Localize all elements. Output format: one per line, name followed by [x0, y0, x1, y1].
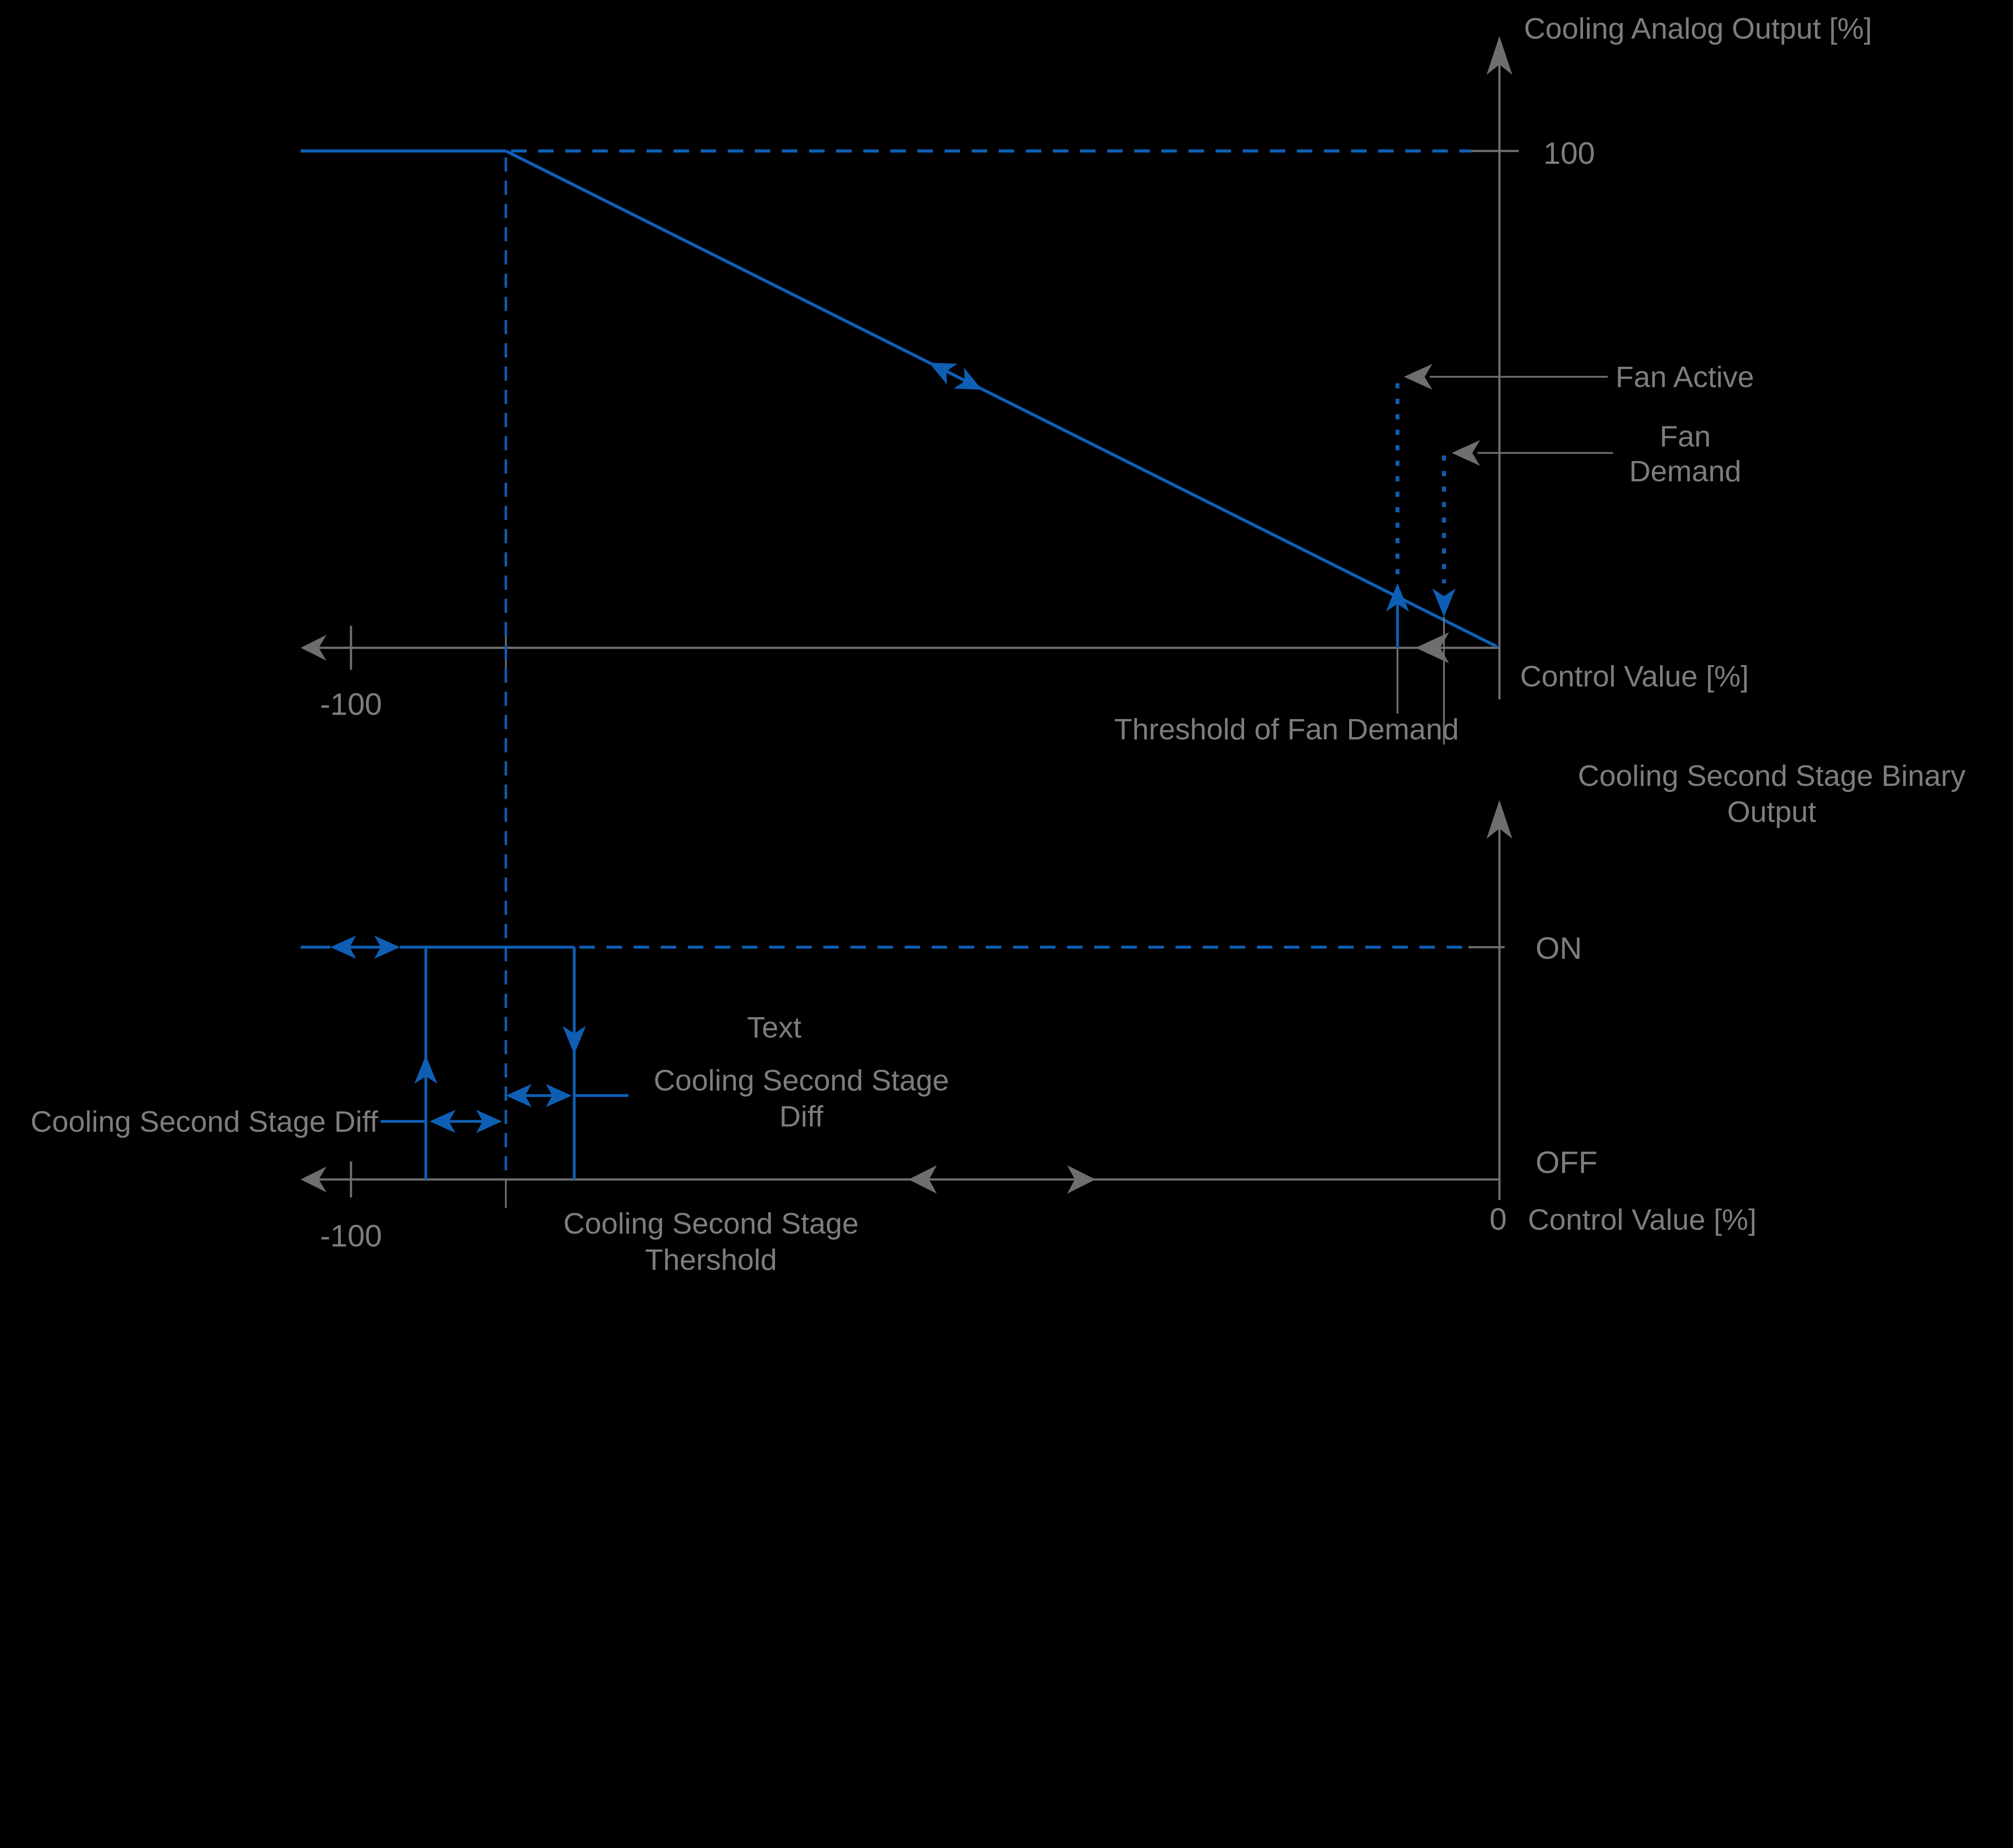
diff-center-label-line2: Diff	[779, 1100, 824, 1133]
bottom-tick-zero-label: 0	[1490, 1202, 1507, 1236]
top-tick-minus100-label: -100	[320, 687, 382, 722]
axis-arrow-left-near-origin-icon	[1416, 632, 1449, 664]
bottom-y-axis-title-line1: Cooling Second Stage Binary	[1578, 759, 1965, 792]
bottom-tick-minus100-label: -100	[320, 1219, 382, 1253]
fan-active-label: Fan Active	[1616, 360, 1754, 394]
diff-left-arrow-left-icon	[430, 1110, 456, 1133]
on-line-measure-arrow-right-icon	[374, 935, 400, 959]
diff-center-label-line1: Cooling Second Stage	[654, 1063, 949, 1097]
fan-active-label-arrow-icon	[1404, 364, 1432, 390]
ramp-arrowhead-upleft-icon	[929, 362, 957, 385]
fan-demand-label-line1: Fan	[1660, 420, 1711, 453]
bottom-x-axis-title: Control Value [%]	[1528, 1203, 1757, 1236]
bottom-x-axis-arrow-left-icon	[300, 1166, 327, 1193]
switch-on-arrow-up-icon	[414, 1055, 438, 1084]
analog-output-ramp-segment	[505, 149, 1498, 648]
fan-demand-label-line2: Demand	[1629, 455, 1742, 488]
top-y-axis-title: Cooling Analog Output [%]	[1524, 12, 1872, 45]
bottom-chart: Cooling Second Stage Binary Output ON OF…	[31, 759, 1965, 1275]
axis-span-arrow-right-icon	[1067, 1165, 1096, 1194]
axis-span-arrow-left-icon	[908, 1165, 937, 1194]
bottom-threshold-label-line1: Cooling Second Stage	[563, 1207, 858, 1240]
on-line-measure-arrow-left-icon	[330, 935, 356, 959]
fan-demand-arrow-down-icon	[1432, 588, 1456, 617]
bottom-y-axis-arrow-up-icon	[1486, 800, 1513, 839]
diagram-canvas: Fan Active Fan Demand Cooling Analog Out…	[30, 12, 1966, 1275]
on-label: ON	[1536, 931, 1582, 965]
threshold-of-fan-demand-label: Threshold of Fan Demand	[1114, 713, 1459, 746]
diff-left-label: Cooling Second Stage Diff	[31, 1105, 378, 1138]
diff-right-arrow-left-icon	[506, 1084, 532, 1107]
top-x-axis-arrow-left-icon	[300, 635, 327, 661]
top-chart: Fan Active Fan Demand Cooling Analog Out…	[300, 12, 1872, 1172]
top-tick-100-label: 100	[1543, 136, 1595, 171]
diff-right-arrow-right-icon	[546, 1084, 572, 1107]
off-label: OFF	[1536, 1145, 1598, 1180]
bottom-threshold-label-line2: Thershold	[645, 1243, 777, 1275]
diff-left-arrow-right-icon	[476, 1110, 502, 1133]
bottom-y-axis-title-line2: Output	[1727, 795, 1816, 829]
top-y-axis-arrow-up-icon	[1486, 36, 1513, 75]
fan-active-arrow-up-icon	[1386, 583, 1409, 612]
text-label: Text	[747, 1011, 801, 1044]
ramp-arrowhead-downright-icon	[953, 368, 982, 390]
fan-demand-label-arrow-icon	[1451, 440, 1480, 466]
top-x-axis-title: Control Value [%]	[1520, 659, 1749, 693]
switch-off-arrow-down-icon	[562, 1026, 586, 1054]
